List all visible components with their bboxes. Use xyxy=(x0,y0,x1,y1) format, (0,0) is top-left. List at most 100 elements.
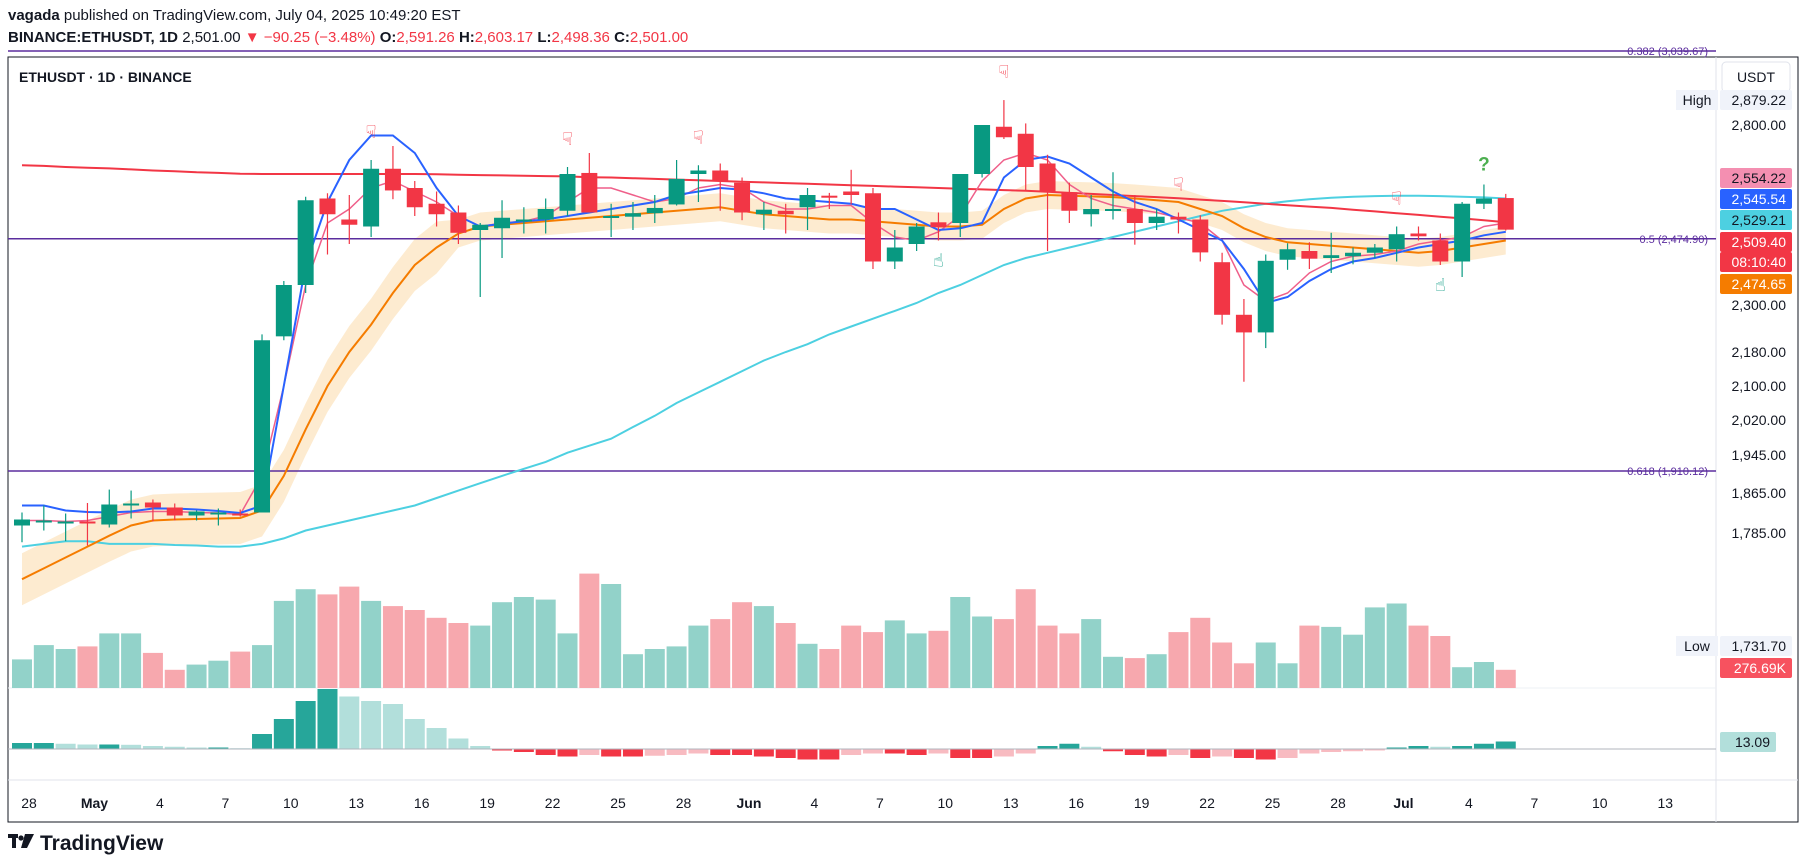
candle xyxy=(908,223,925,251)
histogram-bar xyxy=(1343,749,1364,752)
candle xyxy=(123,490,140,519)
volume-bar xyxy=(492,602,513,688)
candle xyxy=(101,489,118,528)
volume-bar xyxy=(753,606,774,688)
candle xyxy=(1083,195,1100,227)
candle xyxy=(275,281,292,341)
candle xyxy=(646,195,663,223)
candle xyxy=(319,193,336,255)
histogram-bar xyxy=(77,744,98,749)
candle-body xyxy=(668,178,685,205)
volume-bar xyxy=(1473,662,1494,688)
candle xyxy=(384,146,401,200)
time-tick-label: 22 xyxy=(1199,795,1215,811)
candle-body xyxy=(1301,251,1318,259)
publish-text: published on TradingView.com, July 04, 2… xyxy=(63,7,461,24)
volume-bar xyxy=(579,573,600,688)
price-label-text: 2,509.40 xyxy=(1732,234,1787,250)
tradingview-footer[interactable]: TradingView xyxy=(8,832,163,856)
histogram-bar xyxy=(1321,749,1342,752)
histogram-bar xyxy=(1408,746,1429,749)
volume-bar xyxy=(99,633,120,688)
candle xyxy=(930,212,947,241)
volume-bar xyxy=(1233,663,1254,688)
volume-bar xyxy=(361,600,382,688)
candle-body xyxy=(908,226,925,244)
volume-bars xyxy=(12,573,1516,688)
price-tick-label: 1,865.00 xyxy=(1732,485,1787,501)
histogram-bar xyxy=(99,744,120,749)
candle-body xyxy=(930,222,947,228)
histogram-bar xyxy=(579,749,600,755)
histogram-bar xyxy=(492,749,513,751)
histogram-bar xyxy=(753,749,774,757)
price-label-text: 2,545.54 xyxy=(1732,191,1787,207)
time-tick-label: 7 xyxy=(221,795,229,811)
candle-body xyxy=(1214,262,1231,315)
candle xyxy=(406,181,423,216)
histogram-bar xyxy=(252,734,273,749)
price-tick-label: 2,800.00 xyxy=(1732,117,1787,133)
time-tick-label: 28 xyxy=(21,795,37,811)
candle-body xyxy=(1475,198,1492,204)
time-tick-label: 7 xyxy=(876,795,884,811)
histogram-bar xyxy=(470,746,491,749)
histogram-bar xyxy=(862,749,883,754)
volume-bar xyxy=(186,664,207,688)
volume-bar xyxy=(1124,658,1145,688)
volume-label-box xyxy=(1720,658,1792,678)
open-label: O: xyxy=(379,29,397,46)
volume-bar xyxy=(317,594,338,688)
candle-body xyxy=(14,519,30,526)
histogram-bar xyxy=(382,704,403,749)
price-label-box xyxy=(1720,636,1792,656)
candle xyxy=(668,160,685,206)
candle xyxy=(1366,244,1383,258)
candle xyxy=(1017,123,1034,192)
candle xyxy=(952,174,969,237)
sell-hand-icon: ☟ xyxy=(998,62,1009,83)
time-tick-label: 7 xyxy=(1530,795,1538,811)
histogram-bar xyxy=(601,749,622,757)
histogram-bar xyxy=(1452,746,1473,749)
candle-body xyxy=(624,213,641,217)
volume-bar xyxy=(535,599,556,688)
candle xyxy=(1345,247,1362,265)
histogram-bar xyxy=(1364,749,1385,751)
candle xyxy=(1497,193,1514,231)
ma-blue-line xyxy=(22,134,1506,515)
histogram-label-text: 13.09 xyxy=(1735,734,1770,750)
time-tick-label: 16 xyxy=(414,795,430,811)
ma-band xyxy=(22,181,1506,606)
candle-body xyxy=(690,170,707,174)
time-tick-label: 25 xyxy=(610,795,626,811)
volume-bar xyxy=(1299,625,1320,688)
candle-body xyxy=(210,512,227,515)
candle-body xyxy=(188,511,205,516)
candle-body xyxy=(559,174,576,211)
candle xyxy=(1454,202,1471,277)
time-tick-label: 4 xyxy=(811,795,819,811)
time-tick-label: Jul xyxy=(1393,795,1413,811)
price-label-text: 08:10:40 xyxy=(1732,254,1787,270)
histogram-bar xyxy=(1233,749,1254,758)
ohlc-bar: BINANCE:ETHUSDT, 1D 2,501.00 ▼ −90.25 (−… xyxy=(8,29,688,46)
candle xyxy=(450,205,467,244)
candle-body xyxy=(1061,192,1078,211)
candle-body xyxy=(646,207,663,214)
price-label-text: 2,554.22 xyxy=(1732,170,1787,186)
volume-bar xyxy=(470,625,491,688)
histogram-bar xyxy=(688,749,709,754)
last-price: 2,501.00 xyxy=(182,29,241,46)
histogram-bar xyxy=(884,749,905,754)
volume-bar xyxy=(164,669,185,688)
volume-bar xyxy=(339,586,360,688)
low-value: 2,498.36 xyxy=(551,29,610,46)
time-axis[interactable]: 28 May 4 7 10 13 16 19 22 25 28 Jun 4 7 10 13 16 19 22 25 28… xyxy=(21,795,1673,811)
histogram-bar xyxy=(186,747,207,749)
volume-bar xyxy=(710,619,731,688)
candle xyxy=(974,125,991,178)
time-tick-label: Jun xyxy=(737,795,762,811)
author-name[interactable]: vagada xyxy=(8,7,60,24)
